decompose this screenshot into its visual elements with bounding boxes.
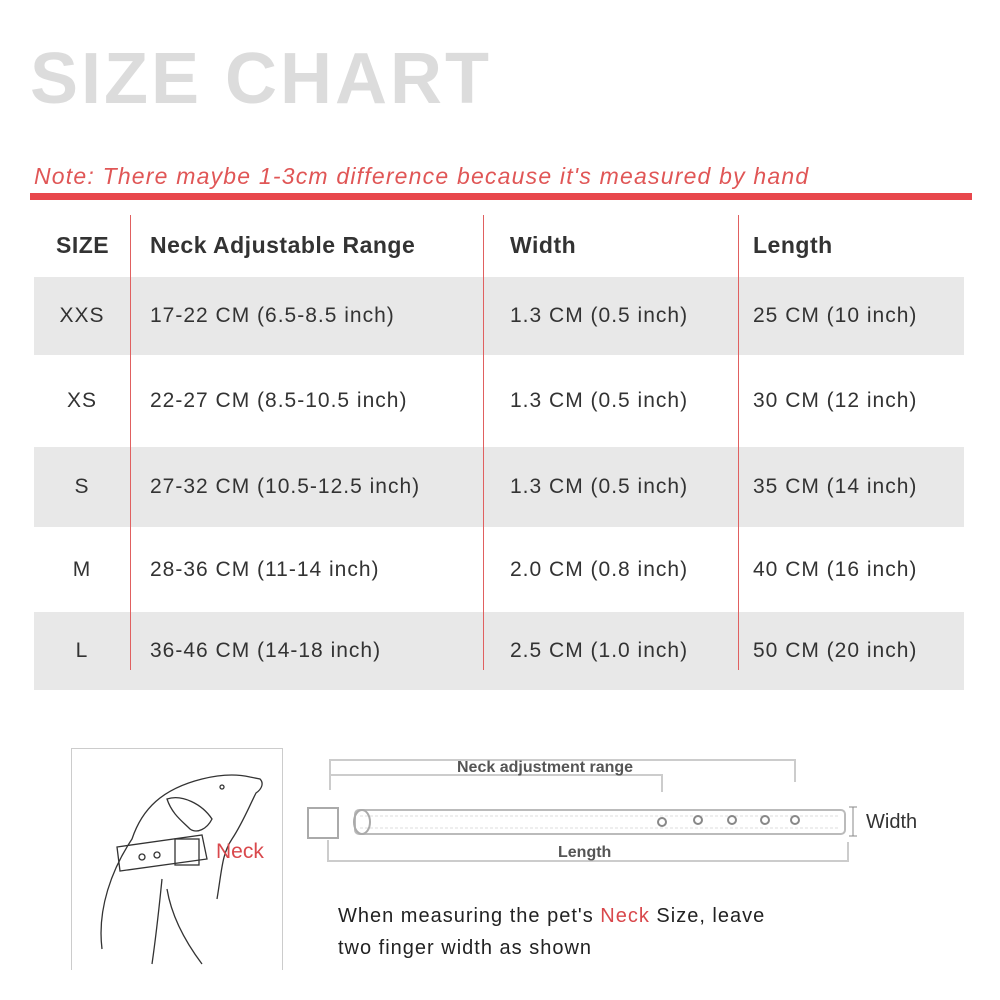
collar-diagram [307,759,857,862]
divider [30,193,972,200]
length-cell: 50 CM (20 inch) [753,639,918,662]
length-cell: 30 CM (12 inch) [753,389,918,412]
dog-illustration [71,748,283,970]
column-divider [738,215,739,670]
size-cell: L [75,639,89,662]
width-cell: 2.5 CM (1.0 inch) [510,639,689,662]
neck-range-cell: 28-36 CM (11-14 inch) [150,557,380,581]
table-row: XXS 17-22 CM (6.5-8.5 inch) 1.3 CM (0.5 in… [34,277,964,355]
page-title: SIZE CHART [30,39,492,119]
table-row: S 27-32 CM (10.5-12.5 inch) 1.3 CM (0.5 in… [34,447,964,527]
width-cell: 1.3 CM (0.5 inch) [510,475,689,498]
neck-range-label: Neck adjustment range [457,759,634,776]
neck-range-cell: 27-32 CM (10.5-12.5 inch) [150,475,421,498]
instruction-text: Size, leave [649,905,766,927]
size-cell: XS [66,389,97,412]
header-size: SIZE [56,231,110,258]
length-cell: 40 CM (16 inch) [753,557,918,581]
width-cell: 1.3 CM (0.5 inch) [510,389,689,412]
column-divider [130,215,131,670]
instruction-highlight: Neck [600,905,650,927]
table-header: SIZE Neck Adjustable Range Width Length [34,215,964,275]
width-cell: 2.0 CM (0.8 inch) [510,557,689,581]
measuring-instruction: When measuring the pet's Neck Size, leav… [338,900,765,964]
header-length: Length [753,231,833,258]
neck-range-cell: 22-27 CM (8.5-10.5 inch) [150,389,408,412]
instruction-text: two finger width as shown [338,937,593,959]
header-neck: Neck Adjustable Range [150,231,416,258]
neck-range-cell: 17-22 CM (6.5-8.5 inch) [150,304,395,327]
measurement-note: Note: There maybe 1-3cm difference becau… [34,163,810,189]
width-cell: 1.3 CM (0.5 inch) [510,304,689,327]
length-cell: 25 CM (10 inch) [753,304,918,327]
length-cell: 35 CM (14 inch) [753,475,918,498]
width-label: Width [866,811,918,833]
instruction-text: When measuring the pet's [338,905,601,927]
table-row: XS 22-27 CM (8.5-10.5 inch) 1.3 CM (0.5 in… [34,355,964,447]
length-label: Length [558,844,612,861]
table-row: L 36-46 CM (14-18 inch) 2.5 CM (1.0 inch) 5… [34,612,964,690]
column-divider [483,215,484,670]
neck-label: Neck [216,840,264,863]
neck-range-cell: 36-46 CM (14-18 inch) [150,639,382,662]
size-cell: M [72,557,92,581]
header-width: Width [510,231,577,258]
size-cell: S [74,475,90,498]
size-cell: XXS [59,304,105,327]
table-row: M 28-36 CM (11-14 inch) 2.0 CM (0.8 inch) 4… [34,527,964,612]
